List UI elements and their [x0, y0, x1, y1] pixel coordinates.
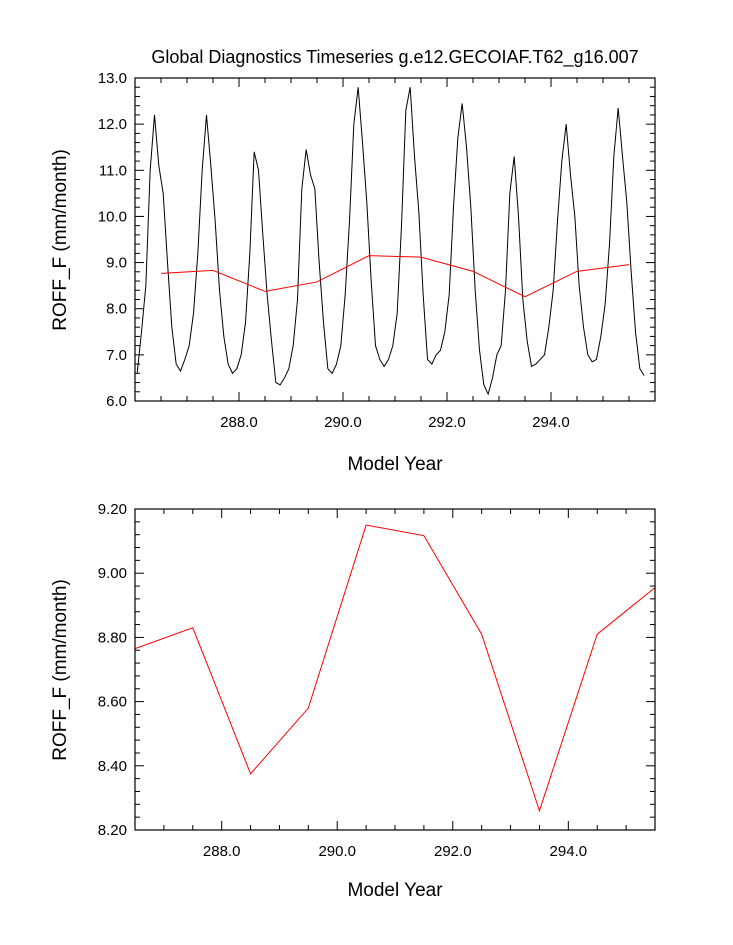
y-tick-label: 9.0	[106, 255, 127, 272]
series-line-monthly	[136, 87, 645, 396]
x-tick-label: 290.0	[324, 414, 362, 431]
y-tick-label: 10.0	[98, 208, 127, 225]
plot-frame	[134, 77, 656, 402]
y-tick-label: 8.0	[106, 301, 127, 318]
monthly-timeseries-chart: Global Diagnostics Timeseries g.e12.GECO…	[50, 47, 656, 475]
y-tick-label: 12.0	[98, 116, 127, 133]
x-tick-label: 292.0	[428, 414, 466, 431]
x-axis-label: Model Year	[347, 880, 443, 901]
y-axis-label: ROFF_F (mm/month)	[50, 149, 71, 331]
y-tick-label: 11.0	[99, 162, 127, 179]
y-tick-label: 13.0	[98, 70, 127, 87]
x-tick-label: 292.0	[434, 843, 472, 860]
x-tick-label: 294.0	[532, 414, 570, 431]
series-line-annual-mean	[160, 255, 630, 298]
x-tick-label: 294.0	[550, 843, 588, 860]
y-tick-label: 8.20	[98, 822, 127, 839]
y-tick-label: 9.00	[98, 565, 127, 582]
y-tick-label: 8.60	[98, 694, 127, 711]
series-line-annual-mean	[134, 524, 656, 813]
x-axis-label: Model Year	[347, 454, 443, 475]
y-tick-label: 8.40	[98, 758, 127, 775]
annual-mean-chart: 288.0 290.0 292.0 294.0 8.20 8.40 8.60 8.80 9.00…	[50, 501, 656, 901]
y-tick-label: 7.0	[106, 347, 127, 364]
chart-title: Global Diagnostics Timeseries g.e12.GECO…	[151, 47, 638, 68]
x-tick-label: 290.0	[318, 843, 356, 860]
y-tick-label: 9.20	[98, 501, 127, 518]
x-tick-label: 288.0	[203, 843, 241, 860]
plot-frame	[134, 508, 656, 831]
y-axis-label: ROFF_F (mm/month)	[50, 579, 71, 761]
y-tick-label: 8.80	[98, 629, 127, 646]
y-tick-label: 6.0	[106, 393, 127, 410]
x-tick-label: 288.0	[220, 414, 258, 431]
